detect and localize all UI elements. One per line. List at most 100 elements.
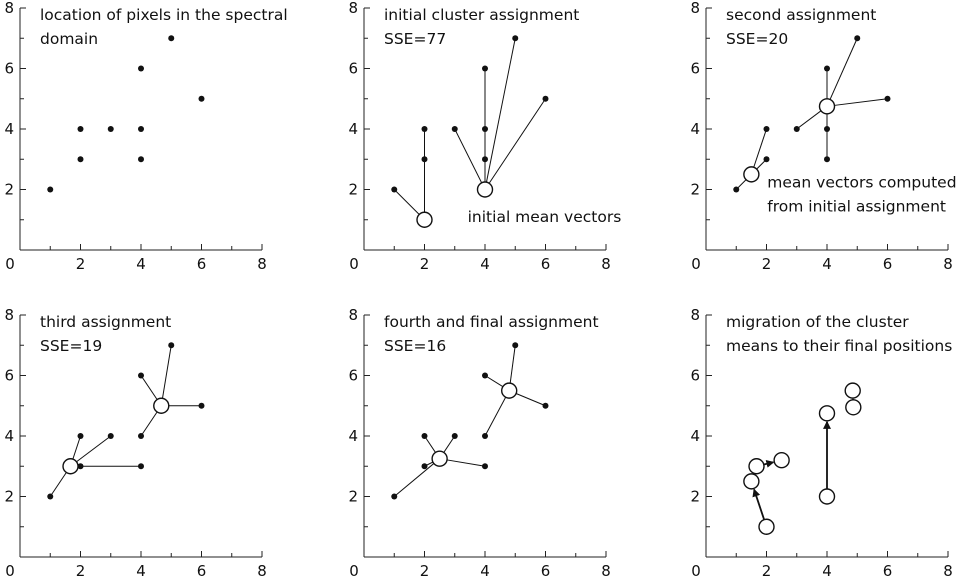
assignment-line [484,38,516,190]
assignment-line [160,345,172,406]
y-tick-label: 6 [348,60,358,78]
pixel-point [512,35,519,42]
x-tick-label: 8 [943,255,953,273]
pixel-point [421,463,428,470]
pixel-point [482,65,488,72]
x-tick-label: 6 [541,562,551,576]
cluster-mean [743,166,760,183]
assignment-line [70,435,112,467]
pixel-point [482,372,488,379]
cluster-mean [62,458,79,475]
pixel-point [138,433,144,439]
y-tick-label: 8 [4,306,14,324]
pixel-point [451,126,458,132]
pixel-point [391,493,398,500]
origin-label: 0 [349,255,359,273]
origin-label: 0 [691,255,701,273]
cluster-mean [758,518,775,535]
pixel-point [542,95,549,102]
pixel-point [482,433,488,439]
pixel-point [168,342,175,349]
panel-label: SSE=20 [726,30,788,48]
x-tick-label: 2 [420,562,430,576]
cluster-mean [431,450,448,467]
origin-label: 0 [5,255,15,273]
pixel-point [107,126,114,132]
pixel-point [763,126,770,132]
y-tick-label: 8 [4,0,14,17]
pixel-point [763,156,770,163]
y-tick-label: 2 [4,488,14,506]
panel-2: 2 4 6 8 2 4 6 8 0 initial cluster assignment SSE=7… [348,0,621,273]
pixel-point [824,126,830,132]
x-tick-label: 6 [197,255,207,273]
cluster-mean [773,452,790,469]
pixel-point [77,463,84,470]
y-tick-label: 2 [348,181,358,199]
pixel-point [77,433,84,439]
pixel-point [391,186,398,193]
pixel-point [138,372,144,379]
panel-6: 2 4 6 8 2 4 6 8 0 migration of the cluster means t… [690,306,952,576]
pixel-point [47,186,54,193]
panel-label: migration of the cluster [726,313,909,331]
pixel-point [542,402,549,409]
cluster-mean [844,382,861,399]
x-tick-label: 6 [883,255,893,273]
origin-label: 0 [5,562,15,576]
x-tick-label: 8 [601,562,611,576]
pixel-point [77,126,84,132]
assignment-line [826,98,888,107]
panel-label: means to their final positions [726,337,952,355]
pixel-point [198,402,205,409]
pixel-point [824,65,830,72]
pixel-point [138,126,144,132]
pixel-point [451,433,458,439]
y-tick-label: 4 [4,427,14,445]
x-tick-label: 2 [762,255,772,273]
y-tick-label: 4 [690,120,700,138]
y-tick-label: 2 [690,181,700,199]
pixel-point [482,463,488,470]
x-tick-label: 6 [883,562,893,576]
panel-label: domain [40,30,98,48]
y-tick-label: 6 [690,60,700,78]
pixel-point [138,156,144,163]
x-tick-label: 2 [762,562,772,576]
panel-note: mean vectors computed [767,173,956,191]
origin-label: 0 [691,562,701,576]
y-tick-label: 8 [348,306,358,324]
x-tick-label: 8 [257,255,267,273]
x-tick-label: 4 [822,562,832,576]
y-tick-label: 2 [4,181,14,199]
cluster-mean [818,98,836,115]
x-tick-label: 2 [420,255,430,273]
assignment-line [484,390,510,437]
panel-label: SSE=16 [384,337,446,355]
pixel-point [138,463,144,470]
y-tick-label: 6 [348,367,358,385]
x-tick-label: 6 [197,562,207,576]
panel-label: location of pixels in the spectral [40,6,288,24]
x-tick-label: 4 [136,255,146,273]
panel-label: third assignment [40,313,171,331]
x-tick-label: 4 [822,255,832,273]
cluster-mean [476,181,494,198]
panel-1: 2 4 6 8 2 4 6 8 0 location of pixels in the spect… [4,0,287,273]
pixel-point [421,156,428,163]
panel-3: 2 4 6 8 2 4 6 8 0 second assignment SSE=20 mean vec… [690,0,956,273]
x-tick-label: 8 [257,562,267,576]
pixel-point [421,433,428,439]
x-tick-label: 8 [601,255,611,273]
y-tick-label: 4 [690,427,700,445]
x-tick-label: 4 [480,255,490,273]
cluster-mean [153,397,170,414]
y-tick-label: 2 [348,488,358,506]
assignment-line [393,458,440,497]
pixel-point [482,126,488,132]
migration-arrow [752,488,765,520]
pixel-point [824,156,830,163]
migration-arrow [763,459,775,468]
assignment-line [454,128,486,190]
